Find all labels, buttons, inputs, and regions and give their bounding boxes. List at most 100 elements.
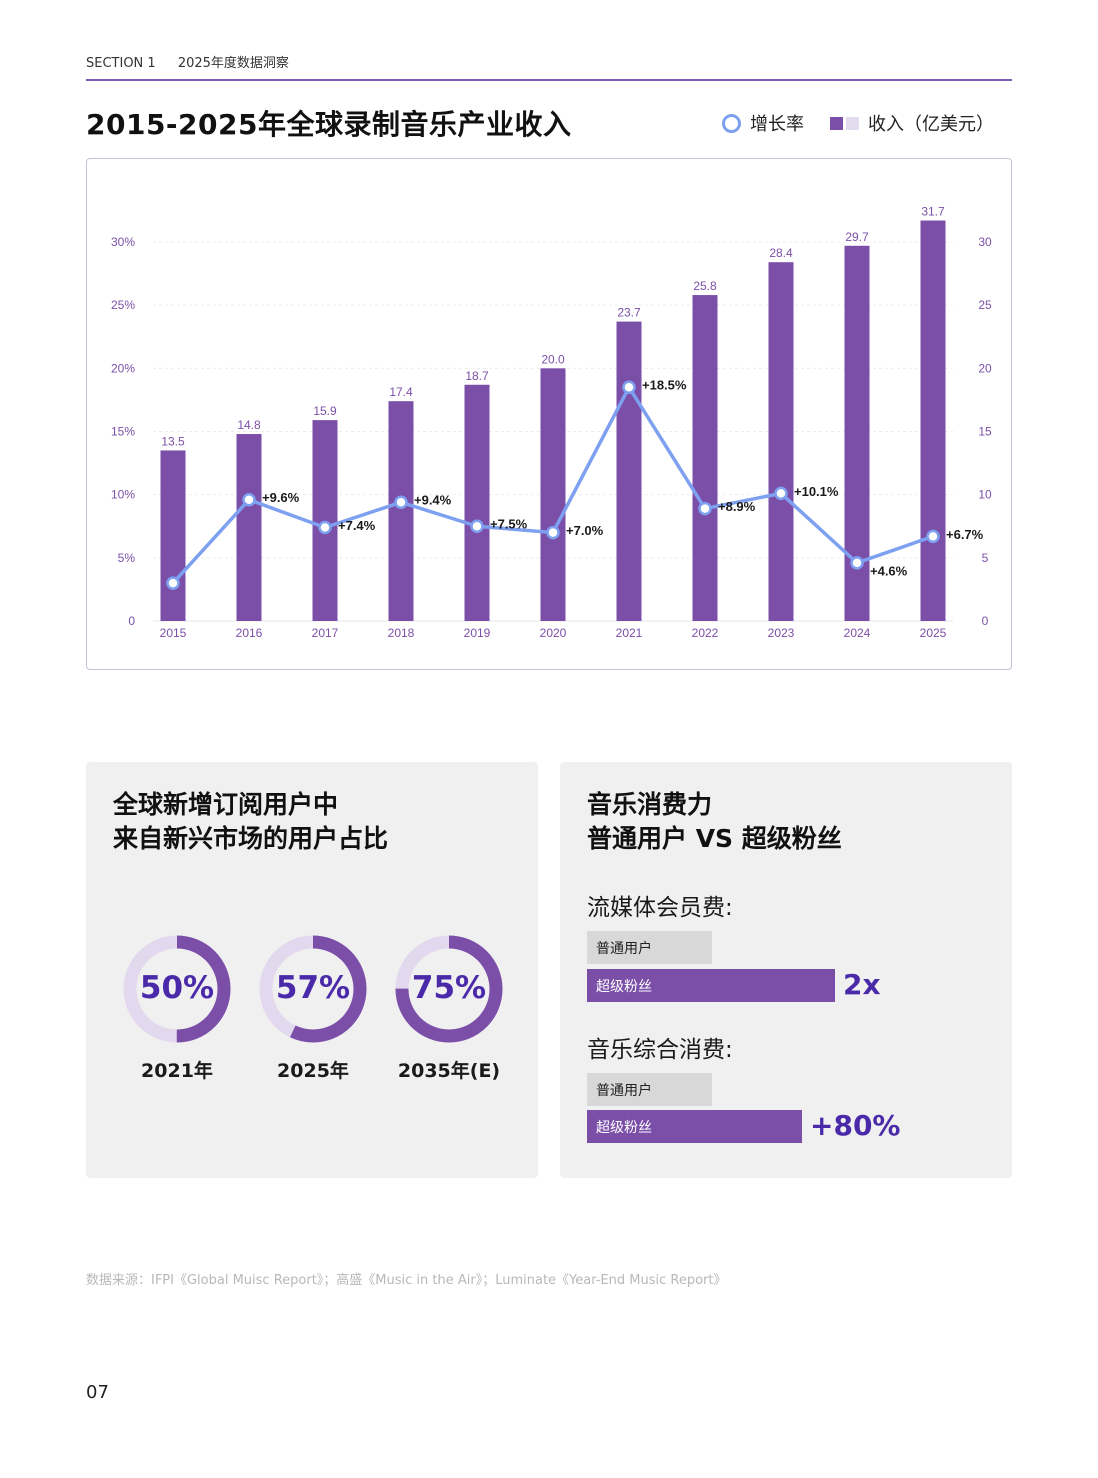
donut-percent: 57%	[275, 970, 351, 1006]
revenue-bar	[236, 434, 262, 621]
revenue-bar	[768, 262, 794, 621]
left-axis-tick: 20%	[111, 361, 135, 375]
revenue-bar	[616, 321, 642, 621]
x-axis-tick: 2021	[616, 626, 643, 640]
x-axis-tick: 2016	[236, 626, 263, 640]
card2-title-line2: 普通用户 VS 超级粉丝	[587, 824, 842, 853]
bar-value-label: 29.7	[845, 230, 869, 244]
growth-point	[546, 525, 560, 540]
growth-label: +6.7%	[946, 527, 984, 542]
revenue-legend-swatch-light	[846, 116, 859, 130]
revenue-bar	[464, 384, 490, 621]
x-axis-tick: 2023	[768, 626, 795, 640]
revenue-bar	[540, 368, 566, 621]
growth-legend-label: 增长率	[750, 114, 804, 135]
growth-label: +9.6%	[262, 490, 300, 505]
growth-point	[850, 556, 864, 570]
growth-point	[242, 492, 256, 507]
donut-arc	[259, 935, 367, 1043]
x-axis-tick: 2019	[464, 626, 491, 640]
bar-value-label: 14.8	[237, 418, 261, 432]
growth-legend-marker	[722, 113, 741, 133]
donut-2035: 75% 2035年(E)	[394, 934, 504, 1083]
x-axis-tick: 2025	[920, 626, 947, 640]
growth-label: +8.9%	[718, 499, 756, 514]
left-axis-tick: 30%	[111, 235, 135, 249]
card1-title: 全球新增订阅用户中 来自新兴市场的用户占比	[113, 788, 388, 856]
revenue-bar	[160, 450, 186, 621]
right-axis-tick: 10	[978, 488, 992, 502]
streaming-fee-heading: 流媒体会员费:	[587, 895, 733, 921]
right-axis-tick: 15	[978, 425, 992, 439]
growth-point	[698, 501, 712, 516]
normal-user-bar: 普通用户	[587, 1073, 712, 1106]
x-axis-tick: 2020	[540, 626, 567, 640]
growth-point	[926, 529, 940, 544]
left-axis-tick: 0	[128, 614, 135, 628]
section-subtitle: 2025年度数据洞察	[177, 56, 289, 71]
section-label: SECTION 1	[86, 56, 156, 71]
bar-value-label: 28.4	[769, 246, 793, 260]
total-spend-heading: 音乐综合消费:	[587, 1037, 733, 1063]
bar-value-label: 13.5	[161, 434, 185, 448]
growth-label: +7.5%	[490, 517, 528, 532]
growth-label: +7.0%	[566, 523, 604, 538]
donut-2025: 57% 2025年	[258, 934, 368, 1083]
bar-value-label: 25.8	[693, 279, 717, 293]
growth-point	[774, 486, 788, 501]
donut-chart	[395, 935, 503, 1043]
right-axis-tick: 5	[982, 551, 989, 565]
growth-point	[318, 520, 332, 535]
growth-point	[394, 495, 408, 509]
x-axis-tick: 2024	[844, 626, 871, 640]
superfan-bar: 超级粉丝	[587, 969, 835, 1002]
x-axis-tick: 2017	[312, 626, 339, 640]
donut-percent: 75%	[411, 970, 487, 1006]
revenue-legend-swatch	[830, 116, 843, 130]
data-source-note: 数据来源：IFPI《Global Muisc Report》；高盛《Music …	[86, 1273, 727, 1288]
donut-year: 2021年	[141, 1060, 213, 1082]
total-spend-multiplier: +80%	[810, 1109, 901, 1142]
header-divider	[86, 79, 1012, 81]
bar-value-label: 31.7	[921, 205, 945, 219]
card2-title-line1: 音乐消费力	[587, 790, 713, 819]
right-axis-tick: 30	[978, 235, 992, 249]
emerging-market-card: 全球新增订阅用户中 来自新兴市场的用户占比 50% 2021年 57% 2025…	[86, 762, 538, 1178]
page-header: SECTION 1 2025年度数据洞察	[86, 52, 289, 71]
superfan-bar: 超级粉丝	[587, 1110, 802, 1143]
x-axis-tick: 2018	[388, 626, 415, 640]
donut-arc	[123, 935, 231, 1043]
donut-percent: 50%	[139, 970, 215, 1006]
bar-value-label: 15.9	[313, 404, 337, 418]
chart-legend: 增长率 收入（亿美元）	[722, 110, 994, 136]
revenue-legend-label: 收入（亿美元）	[868, 114, 994, 135]
revenue-bar	[388, 401, 414, 621]
growth-point	[622, 380, 636, 395]
left-axis-tick: 10%	[111, 488, 135, 502]
normal-user-label: 普通用户	[596, 940, 652, 957]
growth-label: +9.4%	[414, 493, 452, 508]
bar-value-label: 18.7	[465, 369, 489, 383]
card2-title: 音乐消费力 普通用户 VS 超级粉丝	[587, 788, 842, 856]
donut-year: 2035年(E)	[397, 1060, 501, 1082]
bar-value-label: 17.4	[389, 385, 413, 399]
right-axis-tick: 20	[978, 361, 992, 375]
growth-label: +4.6%	[870, 563, 908, 578]
donut-chart	[259, 935, 367, 1043]
chart-panel: 0 0 5% 5 10% 10 15% 15 20% 20 25% 25 30% 30 13.5 2015 14…	[86, 158, 1012, 670]
right-axis-tick: 0	[982, 614, 989, 628]
bar-value-label: 20.0	[541, 352, 565, 366]
page-number: 07	[86, 1382, 109, 1403]
donut-2021: 50% 2021年	[122, 934, 232, 1083]
left-axis-tick: 15%	[111, 425, 135, 439]
normal-user-bar: 普通用户	[587, 931, 712, 964]
left-axis-tick: 5%	[118, 551, 136, 565]
donut-year: 2025年	[277, 1060, 349, 1082]
revenue-bar	[692, 295, 718, 621]
normal-user-label: 普通用户	[596, 1082, 652, 1099]
x-axis-tick: 2022	[692, 626, 719, 640]
growth-point	[470, 519, 484, 533]
superfan-label: 超级粉丝	[596, 1119, 652, 1136]
chart-title: 2015-2025年全球录制音乐产业收入	[86, 108, 572, 141]
bar-value-label: 23.7	[617, 306, 641, 320]
